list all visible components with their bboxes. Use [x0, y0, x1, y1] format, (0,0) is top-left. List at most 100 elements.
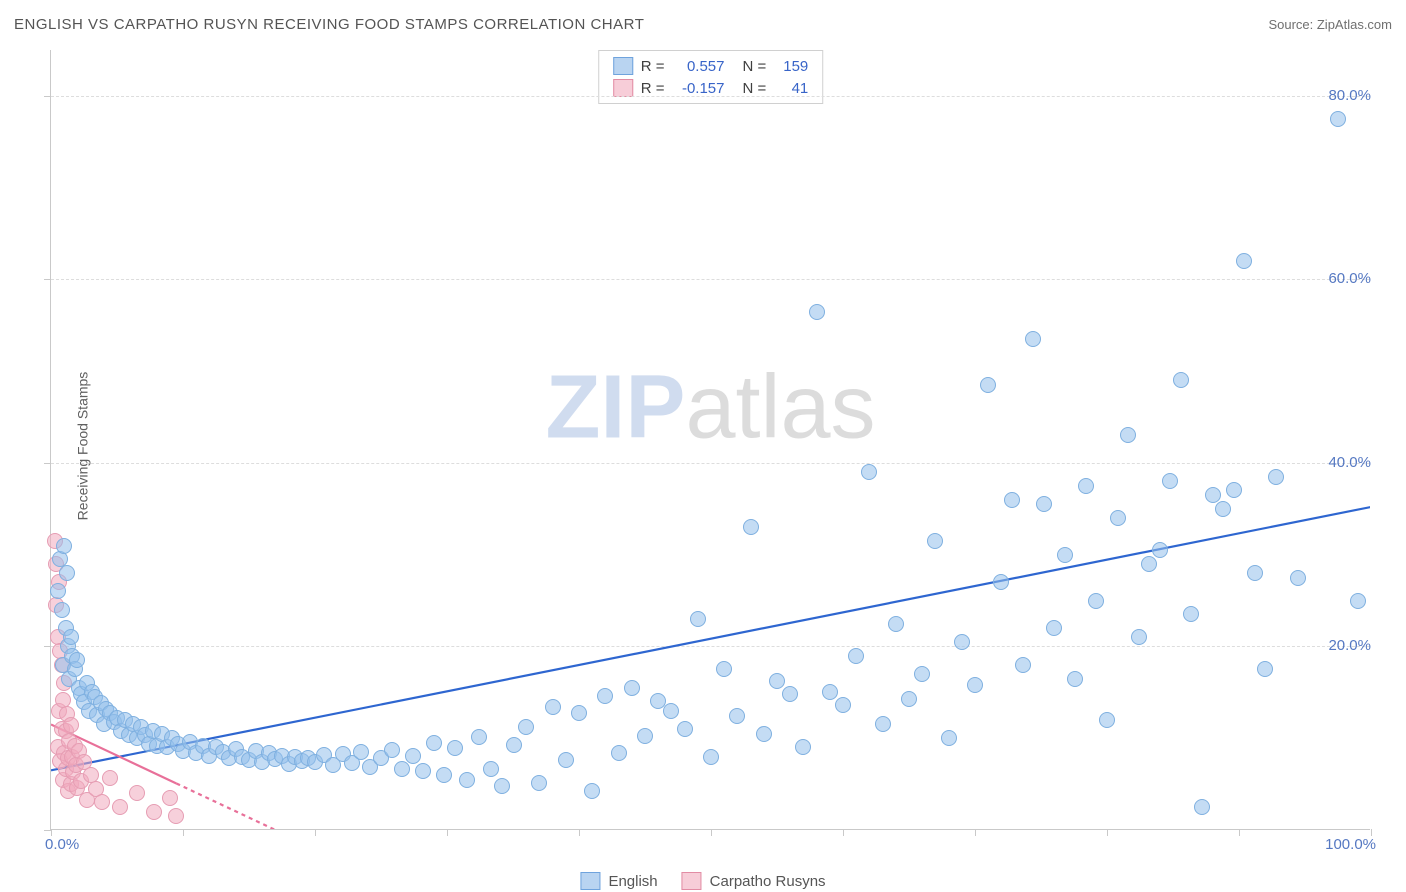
point-english [597, 688, 613, 704]
point-english [624, 680, 640, 696]
r-value: 0.557 [673, 58, 725, 75]
point-english [954, 634, 970, 650]
n-label: N = [743, 80, 767, 97]
gridline-h [51, 646, 1370, 647]
n-value: 41 [774, 80, 808, 97]
point-english [69, 652, 85, 668]
legend-swatch [580, 872, 600, 890]
tick-y [44, 463, 51, 464]
point-english [782, 686, 798, 702]
tick-y [44, 830, 51, 831]
legend-label: Carpatho Rusyns [710, 873, 826, 890]
point-english [558, 752, 574, 768]
legend-series: English Carpatho Rusyns [580, 872, 825, 890]
y-tick-label: 80.0% [1316, 87, 1371, 104]
legend-swatch [613, 57, 633, 75]
point-english [1236, 253, 1252, 269]
point-english [1268, 469, 1284, 485]
point-english [1194, 799, 1210, 815]
r-label: R = [641, 80, 665, 97]
point-carpatho [55, 692, 71, 708]
point-english [459, 772, 475, 788]
n-value: 159 [774, 58, 808, 75]
tick-x [447, 829, 448, 836]
point-carpatho [168, 808, 184, 824]
chart-header: ENGLISH VS CARPATHO RUSYN RECEIVING FOOD… [0, 0, 1406, 40]
trend-lines [51, 50, 1370, 829]
point-english [1247, 565, 1263, 581]
point-english [888, 616, 904, 632]
point-english [50, 583, 66, 599]
point-carpatho [162, 790, 178, 806]
point-carpatho [112, 799, 128, 815]
point-english [353, 744, 369, 760]
point-english [637, 728, 653, 744]
point-english [1057, 547, 1073, 563]
point-english [63, 629, 79, 645]
point-english [1088, 593, 1104, 609]
point-carpatho [63, 717, 79, 733]
point-english [835, 697, 851, 713]
point-english [1205, 487, 1221, 503]
tick-x [975, 829, 976, 836]
point-english [1290, 570, 1306, 586]
x-tick-label: 0.0% [45, 836, 79, 853]
point-english [447, 740, 463, 756]
point-english [405, 748, 421, 764]
point-english [1078, 478, 1094, 494]
point-english [426, 735, 442, 751]
tick-x [51, 829, 52, 836]
tick-y [44, 646, 51, 647]
point-english [967, 677, 983, 693]
tick-y [44, 96, 51, 97]
tick-x [315, 829, 316, 836]
legend-label: English [608, 873, 657, 890]
legend-swatch [682, 872, 702, 890]
point-english [545, 699, 561, 715]
point-english [980, 377, 996, 393]
point-english [1350, 593, 1366, 609]
source-link[interactable]: ZipAtlas.com [1317, 17, 1392, 32]
legend-stat-row: R = 0.557 N = 159 [613, 55, 809, 77]
source-attribution: Source: ZipAtlas.com [1268, 17, 1392, 32]
r-label: R = [641, 58, 665, 75]
n-label: N = [743, 58, 767, 75]
tick-x [183, 829, 184, 836]
tick-x [711, 829, 712, 836]
point-english [59, 565, 75, 581]
point-english [875, 716, 891, 732]
point-english [769, 673, 785, 689]
legend-item: English [580, 872, 657, 890]
point-english [1015, 657, 1031, 673]
point-english [1330, 111, 1346, 127]
gridline-h [51, 279, 1370, 280]
point-english [1215, 501, 1231, 517]
legend-swatch [613, 79, 633, 97]
chart-title: ENGLISH VS CARPATHO RUSYN RECEIVING FOOD… [14, 16, 644, 33]
tick-x [1371, 829, 1372, 836]
point-english [690, 611, 706, 627]
point-english [1036, 496, 1052, 512]
point-english [1131, 629, 1147, 645]
point-english [494, 778, 510, 794]
y-tick-label: 40.0% [1316, 454, 1371, 471]
tick-x [579, 829, 580, 836]
point-english [1004, 492, 1020, 508]
tick-x [843, 829, 844, 836]
point-english [584, 783, 600, 799]
point-english [993, 574, 1009, 590]
point-carpatho [102, 770, 118, 786]
point-english [756, 726, 772, 742]
point-english [471, 729, 487, 745]
point-english [1152, 542, 1168, 558]
point-english [1173, 372, 1189, 388]
tick-x [1239, 829, 1240, 836]
point-english [56, 538, 72, 554]
point-english [1120, 427, 1136, 443]
legend-item: Carpatho Rusyns [682, 872, 826, 890]
watermark: ZIPatlas [545, 357, 875, 460]
point-english [703, 749, 719, 765]
tick-x [1107, 829, 1108, 836]
point-carpatho [129, 785, 145, 801]
point-english [483, 761, 499, 777]
